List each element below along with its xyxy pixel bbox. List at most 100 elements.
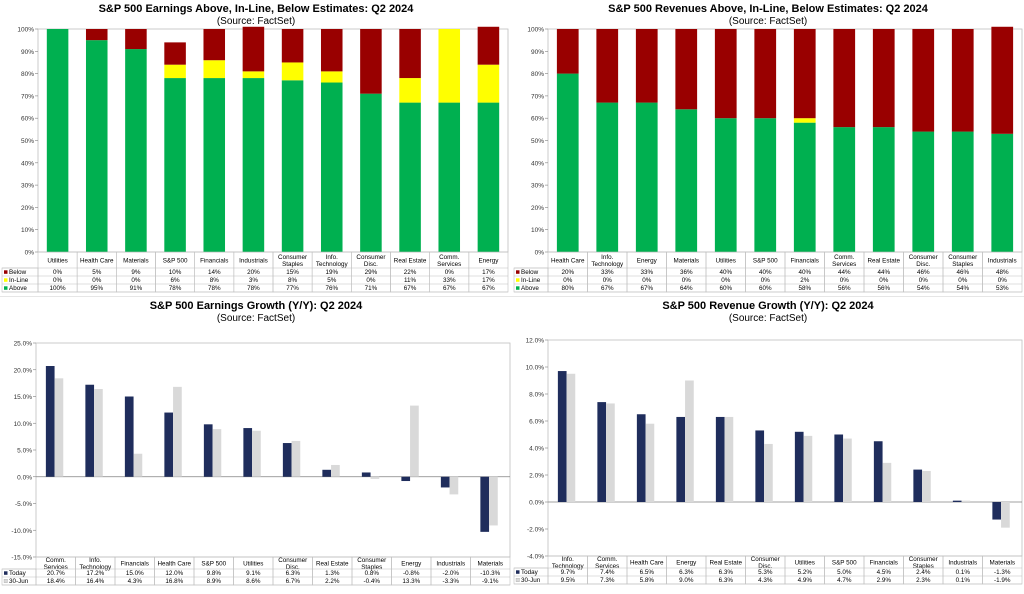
data-label: 19% (325, 269, 338, 276)
category-label: Energy (637, 258, 658, 265)
y-tick-label: 80% (531, 71, 544, 78)
data-label: 9.1% (246, 570, 261, 577)
legend-swatch (515, 578, 520, 582)
y-tick-label: 0.0% (17, 474, 32, 481)
category-label: Consumer Disc. (909, 254, 938, 268)
data-label: 0% (682, 277, 692, 284)
bar-above (754, 118, 777, 252)
data-label: 10% (169, 269, 182, 276)
data-label: 2.4% (916, 569, 931, 576)
bar-today (401, 476, 411, 482)
data-label: 0% (919, 277, 929, 284)
y-tick-label: 60% (531, 116, 544, 123)
y-tick-label: -5.0% (15, 501, 32, 508)
category-label: Energy (478, 258, 499, 265)
chart-svg: S&P 500 Earnings Growth (Y/Y): Q2 2024(S… (1, 300, 511, 586)
data-label: 77% (286, 285, 299, 292)
data-label: 0% (840, 277, 850, 284)
data-label: 17.2% (86, 570, 104, 577)
bar-30-jun (645, 423, 655, 502)
bar-30-jun (370, 476, 380, 479)
chart-title: S&P 500 Earnings Growth (Y/Y): Q2 2024 (150, 300, 363, 312)
data-label: 60% (719, 285, 732, 292)
category-label: Consumer Staples (357, 557, 386, 571)
bar-today (715, 416, 725, 502)
y-tick-label: 0% (535, 250, 545, 257)
category-label: Industrials (948, 560, 977, 567)
y-tick-label: 12.0% (526, 338, 545, 345)
data-label: 29% (365, 269, 378, 276)
bar-below (320, 29, 343, 72)
bar-below (85, 29, 108, 41)
y-tick-label: 70% (21, 93, 34, 100)
data-label: 6.7% (286, 578, 301, 585)
bar-30-jun (331, 464, 340, 477)
bar-today (480, 476, 490, 532)
plot-area (35, 342, 511, 558)
legend-label: 30-Jun (9, 578, 29, 585)
category-label: Utilities (795, 560, 815, 567)
bar-below (991, 26, 1014, 134)
chart-subtitle: (Source: FactSet) (729, 16, 807, 27)
y-tick-label: 90% (21, 49, 34, 56)
legend-label: Above (521, 285, 539, 292)
bar-30-jun (764, 443, 773, 502)
data-label: 56% (877, 285, 890, 292)
chart-svg: S&P 500 Revenues Above, In-Line, Below E… (513, 3, 1023, 293)
data-label: 5% (92, 269, 102, 276)
y-tick-label: 80% (21, 71, 34, 78)
earnings-growth-chart: S&P 500 Earnings Growth (Y/Y): Q2 2024 (S… (0, 297, 512, 594)
plot-area (547, 28, 1023, 253)
category-label: Real Estate (709, 560, 742, 567)
bar-30-jun (1001, 502, 1010, 528)
data-label: 40% (759, 269, 772, 276)
category-label: Health Care (551, 258, 585, 265)
bar-above (833, 127, 856, 252)
category-label: Energy (676, 560, 697, 567)
data-label: 7.3% (600, 577, 615, 584)
category-label: Comm. Services (832, 254, 856, 268)
data-label: 6% (171, 277, 181, 284)
bar-in-line (399, 78, 421, 103)
chart-title: S&P 500 Revenue Growth (Y/Y): Q2 2024 (662, 300, 874, 312)
bar-today (834, 434, 844, 502)
data-label: 0% (563, 277, 573, 284)
category-label: Health Care (630, 560, 664, 567)
data-label: -0.4% (364, 578, 381, 585)
bar-today (913, 469, 923, 502)
y-tick-label: 50% (21, 138, 34, 145)
legend-swatch (4, 286, 8, 290)
data-label: 56% (838, 285, 851, 292)
data-label: 91% (130, 285, 143, 292)
data-label: 48% (996, 269, 1009, 276)
data-label: 6.3% (719, 569, 734, 576)
data-label: 40% (798, 269, 811, 276)
data-label: 2.9% (877, 577, 892, 584)
legend-swatch (516, 270, 520, 274)
bar-30-jun (685, 380, 694, 502)
bar-above (360, 93, 382, 252)
bar-below (203, 29, 226, 61)
category-label: Info. Technology (591, 254, 624, 268)
data-label: 78% (247, 285, 260, 292)
bar-in-line (320, 71, 343, 83)
data-label: 6.3% (286, 570, 301, 577)
y-tick-label: 20.0% (14, 367, 33, 374)
data-label: 44% (877, 269, 890, 276)
data-label: 12.0% (165, 570, 183, 577)
y-tick-label: 10.0% (14, 421, 33, 428)
category-label: Utilities (716, 258, 736, 265)
bar-30-jun (94, 389, 103, 477)
data-label: -2.0% (443, 570, 460, 577)
data-label: 9% (131, 269, 141, 276)
bar-below (635, 29, 658, 103)
category-label: Materials (989, 560, 1015, 567)
plot-area (547, 339, 1023, 557)
bar-today (676, 416, 686, 502)
data-label: 40% (719, 269, 732, 276)
data-label: 17% (482, 269, 495, 276)
bar-30-jun (606, 403, 615, 502)
data-label: 0% (642, 277, 652, 284)
category-label: Materials (673, 258, 699, 265)
data-label: 0.1% (956, 577, 971, 584)
